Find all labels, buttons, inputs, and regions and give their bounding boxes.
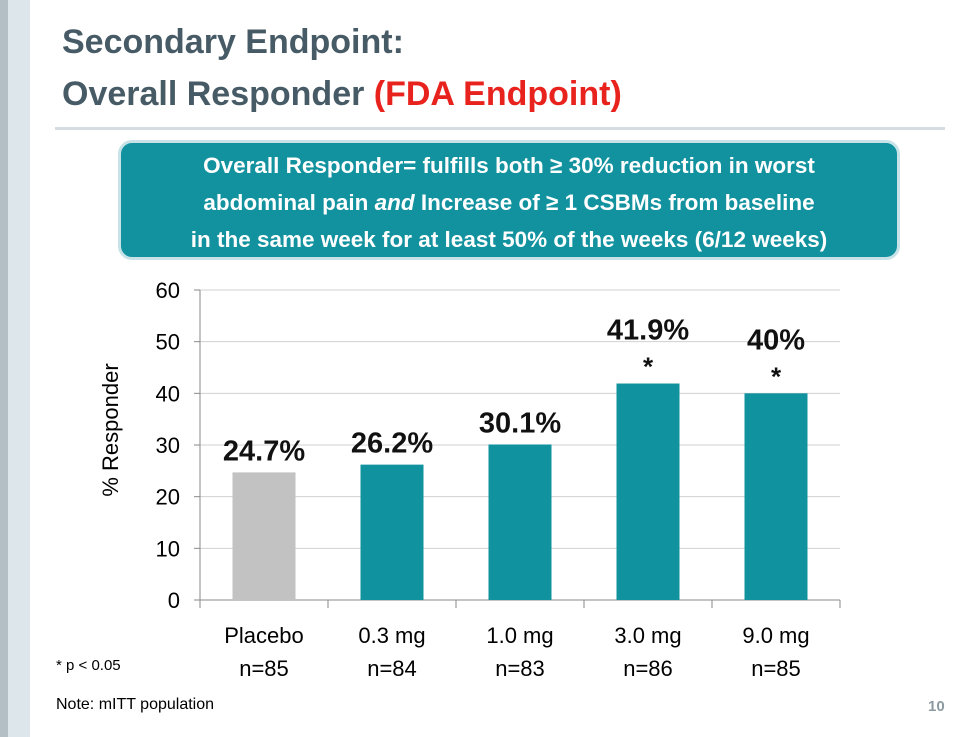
definition-callout: Overall Responder= fulfills both ≥ 30% r…: [118, 140, 900, 260]
x-sample-size-label: n=85: [239, 656, 289, 681]
x-category-label: 0.3 mg: [358, 623, 425, 648]
page-number: 10: [928, 698, 945, 715]
title-line-2-text: Overall Responder: [62, 75, 374, 113]
bar-3-0-mg: [616, 383, 680, 600]
x-category-label: Placebo: [224, 623, 304, 648]
left-decorative-stripe-dark: [0, 0, 8, 737]
x-sample-size-label: n=84: [367, 656, 417, 681]
x-category-label: 1.0 mg: [486, 623, 553, 648]
title-accent: (FDA Endpoint): [373, 75, 622, 113]
y-tick-label: 0: [168, 588, 180, 613]
bar-0-3-mg: [360, 464, 424, 600]
callout-line-2-start: abdominal pain: [203, 190, 375, 215]
callout-line-2-end: Increase of ≥ 1 CSBMs from baseline: [414, 190, 815, 215]
y-tick-label: 30: [156, 433, 180, 458]
data-label: 30.1%: [479, 407, 561, 439]
y-tick-label: 20: [156, 485, 180, 510]
title-divider: [55, 127, 945, 130]
bar-placebo: [232, 472, 296, 600]
x-category-label: 9.0 mg: [742, 623, 809, 648]
bar-9-0-mg: [744, 393, 808, 600]
significance-marker: *: [643, 352, 654, 382]
data-label: 26.2%: [351, 428, 433, 460]
callout-line-2: abdominal pain and Increase of ≥ 1 CSBMs…: [121, 184, 897, 221]
x-sample-size-label: n=86: [623, 656, 673, 681]
y-tick-label: 50: [156, 330, 180, 355]
x-sample-size-label: n=83: [495, 656, 545, 681]
callout-line-1: Overall Responder= fulfills both ≥ 30% r…: [203, 153, 815, 178]
bar-1-0-mg: [488, 444, 552, 600]
y-tick-label: 40: [156, 381, 180, 406]
data-label: 24.7%: [223, 435, 305, 467]
significance-marker: *: [771, 361, 782, 391]
y-axis-label: % Responder: [98, 363, 123, 496]
y-tick-label: 10: [156, 536, 180, 561]
x-sample-size-label: n=85: [751, 656, 801, 681]
y-tick-label: 60: [156, 278, 180, 303]
title-line-2: Overall Responder (FDA Endpoint): [62, 68, 622, 120]
data-label: 40%: [747, 324, 805, 356]
callout-emphasis: and: [374, 190, 415, 215]
slide-title: Secondary Endpoint: Overall Responder (F…: [62, 16, 622, 120]
data-label: 41.9%: [607, 315, 689, 347]
significance-footnote: * p < 0.05: [56, 657, 121, 674]
x-category-label: 3.0 mg: [614, 623, 681, 648]
callout-line-3: in the same week for at least 50% of the…: [190, 227, 828, 252]
population-note: Note: mITT population: [56, 696, 215, 713]
title-line-1: Secondary Endpoint:: [62, 23, 404, 61]
